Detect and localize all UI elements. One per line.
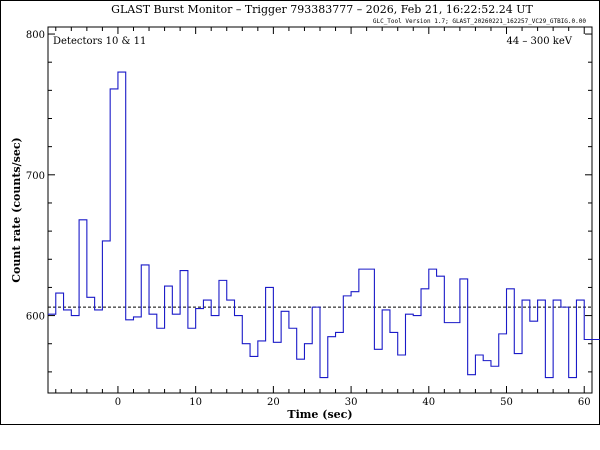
x-tick-label: 50 [500,397,513,408]
energy-range-label: 44 – 300 keV [506,36,572,47]
x-axis-label: Time (sec) [287,408,352,421]
y-tick-label: 800 [26,30,45,41]
x-tick-label: 30 [345,397,358,408]
x-tick-label: 20 [267,397,280,408]
x-tick-label: 0 [115,397,121,408]
y-axis-label: Count rate (counts/sec) [10,137,23,282]
x-tick-label: 10 [189,397,202,408]
y-tick-label: 700 [26,171,45,182]
y-tick-label: 600 [26,312,45,323]
x-tick-label: 60 [578,397,591,408]
data-layer [48,71,600,379]
x-tick-label: 40 [422,397,435,408]
axis-ticks: 0 10 20 30 40 50 60 600 700 800 [26,27,592,408]
chart-subtitle: GLC_Tool Version 1.7; GLAST_20260221_162… [373,18,587,25]
chart-title: GLAST Burst Monitor – Trigger 793383777 … [111,3,533,16]
detectors-label: Detectors 10 & 11 [53,36,146,47]
count-rate-series [48,71,600,379]
